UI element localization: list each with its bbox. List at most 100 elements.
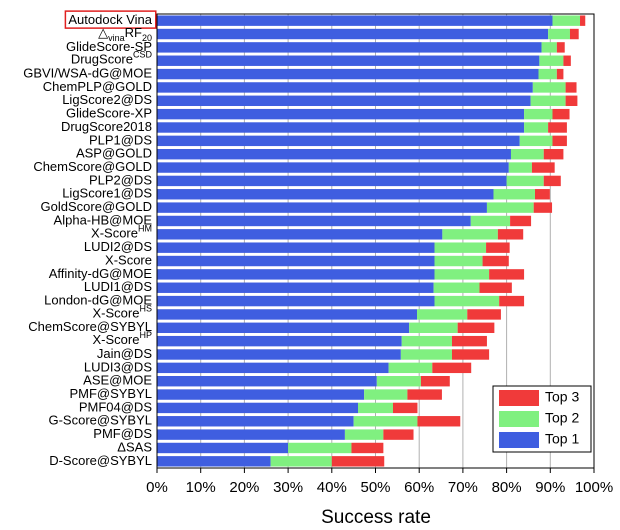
bar-segment — [157, 15, 553, 26]
x-tick-label: 40% — [317, 479, 347, 496]
legend-label: Top 3 — [545, 389, 579, 405]
bar-segment — [552, 135, 567, 147]
bar-segment — [565, 82, 577, 93]
bar-segment — [358, 402, 393, 414]
bar-segment — [157, 189, 494, 200]
bar-segment — [541, 42, 557, 53]
bar-segment — [157, 82, 533, 93]
bar-segment — [270, 456, 332, 467]
bar-segment — [531, 162, 555, 173]
x-tick-label: 70% — [448, 479, 478, 496]
bar-segment — [157, 229, 443, 240]
bar-segment — [533, 202, 553, 213]
x-tick-label: 0% — [146, 479, 168, 496]
bar-segment — [434, 295, 500, 307]
bar-segment — [457, 322, 495, 334]
bar-segment — [482, 255, 509, 267]
bar-segment — [157, 135, 520, 147]
bar-segment — [479, 282, 512, 293]
label-part: CSD — [133, 50, 153, 60]
bar-segment — [157, 456, 271, 467]
y-tick-label: ChemScore@GOLD — [33, 159, 152, 174]
y-tick-label: LigScore2@DS — [62, 92, 152, 107]
label-part: vina — [108, 33, 125, 43]
bar-segment — [401, 335, 452, 347]
bar-segment — [157, 375, 377, 387]
y-tick-label: GBVI/WSA-dG@MOE — [23, 66, 152, 81]
bar-segment — [157, 309, 418, 320]
bar-segment — [344, 429, 384, 440]
bar-segment — [434, 242, 487, 253]
bar-segment — [434, 255, 483, 267]
bar-segment — [157, 295, 435, 307]
bar-segment — [580, 15, 586, 26]
bar-segment — [497, 229, 524, 240]
bar-segment — [407, 389, 442, 400]
bar-segment — [565, 95, 578, 107]
bars — [157, 15, 586, 467]
bar-segment — [532, 82, 566, 93]
bar-segment — [539, 55, 564, 66]
label-part: RF — [125, 25, 142, 40]
bar-segment — [157, 68, 539, 80]
bar-segment — [157, 122, 525, 133]
bar-segment — [392, 402, 418, 414]
legend-swatch — [499, 432, 539, 448]
bar-segment — [556, 42, 565, 53]
bar-segment — [388, 362, 433, 374]
bar-segment — [288, 442, 352, 454]
y-tick-label: GoldScore@GOLD — [41, 199, 152, 214]
bar-segment — [442, 229, 498, 240]
bar-segment — [157, 362, 389, 374]
bar-segment — [433, 282, 480, 293]
bar-segment — [530, 95, 566, 107]
bar-segment — [434, 269, 490, 280]
y-tick-label: △vinaRF20 — [98, 25, 152, 43]
bar-segment — [157, 389, 365, 400]
bar-segment — [552, 15, 581, 26]
y-tick-label: GlideScore-XP — [66, 106, 152, 121]
y-tick-label: Autodock Vina — [68, 12, 152, 27]
label-part: X-Score — [93, 306, 140, 321]
y-tick-label: X-Score — [105, 252, 152, 267]
bar-segment — [470, 215, 511, 227]
bar-segment — [417, 416, 461, 427]
bar-segment — [420, 375, 450, 387]
plot-frame — [156, 13, 595, 469]
bar-segment — [376, 375, 421, 387]
x-tick-label: 30% — [273, 479, 303, 496]
y-tick-label: PMF@DS — [93, 426, 152, 441]
bar-segment — [519, 135, 553, 147]
y-tick-label: ΔSAS — [117, 439, 152, 454]
bar-segment — [331, 456, 385, 467]
bar-segment — [489, 269, 525, 280]
y-tick-label: ASE@MOE — [83, 373, 152, 388]
bar-segment — [157, 402, 359, 414]
x-tick-label: 90% — [535, 479, 565, 496]
bar-segment — [157, 335, 402, 347]
bar-segment — [486, 242, 510, 253]
x-tick-label: 10% — [186, 479, 216, 496]
bar-segment — [157, 162, 509, 173]
y-tick-label: DrugScore2018 — [61, 119, 152, 134]
label-part: 20 — [142, 33, 152, 43]
bar-segment — [451, 349, 490, 360]
bar-segment — [499, 295, 525, 307]
bar-segment — [548, 28, 570, 40]
y-tick-label: PLP2@DS — [89, 172, 152, 187]
legend-label: Top 2 — [545, 410, 579, 426]
y-tick-label: Jain@DS — [97, 346, 152, 361]
bar-segment — [383, 429, 414, 440]
bar-segment — [157, 55, 540, 66]
bar-segment — [451, 335, 487, 347]
bar-segment — [535, 189, 550, 200]
y-tick-label: LUDI2@DS — [84, 239, 152, 254]
bar-segment — [538, 68, 557, 80]
label-part: DrugScore — [71, 52, 133, 67]
bar-segment — [556, 68, 564, 80]
legend-swatch — [499, 411, 539, 427]
bar-segment — [510, 148, 544, 160]
legend-label: Top 1 — [545, 431, 579, 447]
y-tick-label: Affinity-dG@MOE — [49, 266, 153, 281]
label-part: HP — [139, 331, 152, 341]
